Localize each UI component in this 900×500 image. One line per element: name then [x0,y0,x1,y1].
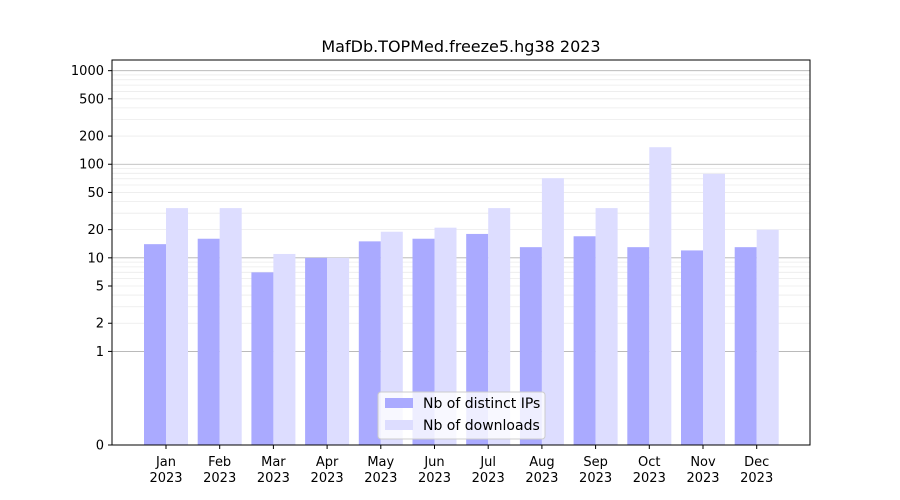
x-tick-label-year: 2023 [472,471,505,486]
distinct-ips-bar [358,241,381,445]
legend-frame [377,391,546,440]
downloads-bar [327,257,350,445]
x-tick-label-year: 2023 [418,471,451,486]
y-tick-label: 2 [96,317,104,332]
x-tick-label-year: 2023 [203,471,236,486]
x-tick-label-month: Nov [690,455,716,470]
x-tick-label-month: Dec [744,455,769,470]
x-tick-label-month: Aug [529,455,554,470]
downloads-bar [488,208,511,445]
downloads-bar [166,208,188,445]
y-tick-label: 200 [79,130,104,145]
legend-swatch-distinct-ips [385,398,413,408]
legend: Nb of distinct IPs Nb of downloads [377,391,546,440]
y-tick-label: 100 [79,158,104,173]
distinct-ips-bar [144,244,166,445]
x-tick-label-year: 2023 [633,471,666,486]
distinct-ips-bar [197,238,220,445]
x-tick-label-month: Jan [155,455,176,470]
downloads-bar [595,208,618,445]
downloads-bar [703,173,725,446]
y-tick-label: 10 [87,251,104,266]
legend-swatch-downloads [385,420,413,430]
x-tick-label-year: 2023 [149,471,182,486]
y-tick-label: 20 [87,223,104,238]
distinct-ips-bar [305,257,328,445]
x-tick-label-month: Oct [638,455,660,470]
downloads-bar [219,208,242,445]
y-tick-label: 5 [96,280,104,295]
legend-label-distinct-ips: Nb of distinct IPs [423,396,540,412]
y-axis: 0 1 2 5 10 20 50 100 200 500 1000 [71,64,112,454]
x-tick-label-year: 2023 [364,471,397,486]
x-tick-label-year: 2023 [525,471,558,486]
y-tick-label: 1000 [71,64,104,79]
x-tick-label-year: 2023 [311,471,344,486]
distinct-ips-bar [251,272,274,445]
x-axis: Jan2023Feb2023Mar2023Apr2023May2023Jun20… [149,445,773,486]
x-tick-label-month: Jun [423,455,444,470]
downloads-bar [649,147,672,445]
y-tick-label: 0 [96,439,104,454]
downloads-bar [756,229,779,445]
downloads-bar [541,178,564,445]
x-tick-label-year: 2023 [257,471,290,486]
x-tick-label-year: 2023 [686,471,719,486]
y-tick-label: 1 [96,345,104,360]
distinct-ips-bar [734,247,757,445]
x-tick-label-month: Apr [316,455,339,470]
legend-label-downloads: Nb of downloads [423,418,540,434]
x-tick-label-month: Sep [583,455,608,470]
x-tick-label-month: Mar [261,455,286,470]
distinct-ips-bar [681,250,703,445]
x-tick-label-month: May [367,455,394,470]
downloads-bar [434,227,457,445]
x-tick-label-month: Feb [208,455,231,470]
y-tick-label: 50 [87,186,104,201]
y-tick-label: 500 [79,92,104,107]
distinct-ips-bar [573,236,596,445]
x-tick-label-month: Jul [479,455,496,470]
chart-title: MafDb.TOPMed.freeze5.hg38 2023 [321,37,600,56]
plot-frame [111,59,811,446]
x-tick-label-year: 2023 [740,471,773,486]
downloads-bar [273,253,296,445]
distinct-ips-bar [627,247,650,445]
x-tick-label-year: 2023 [579,471,612,486]
